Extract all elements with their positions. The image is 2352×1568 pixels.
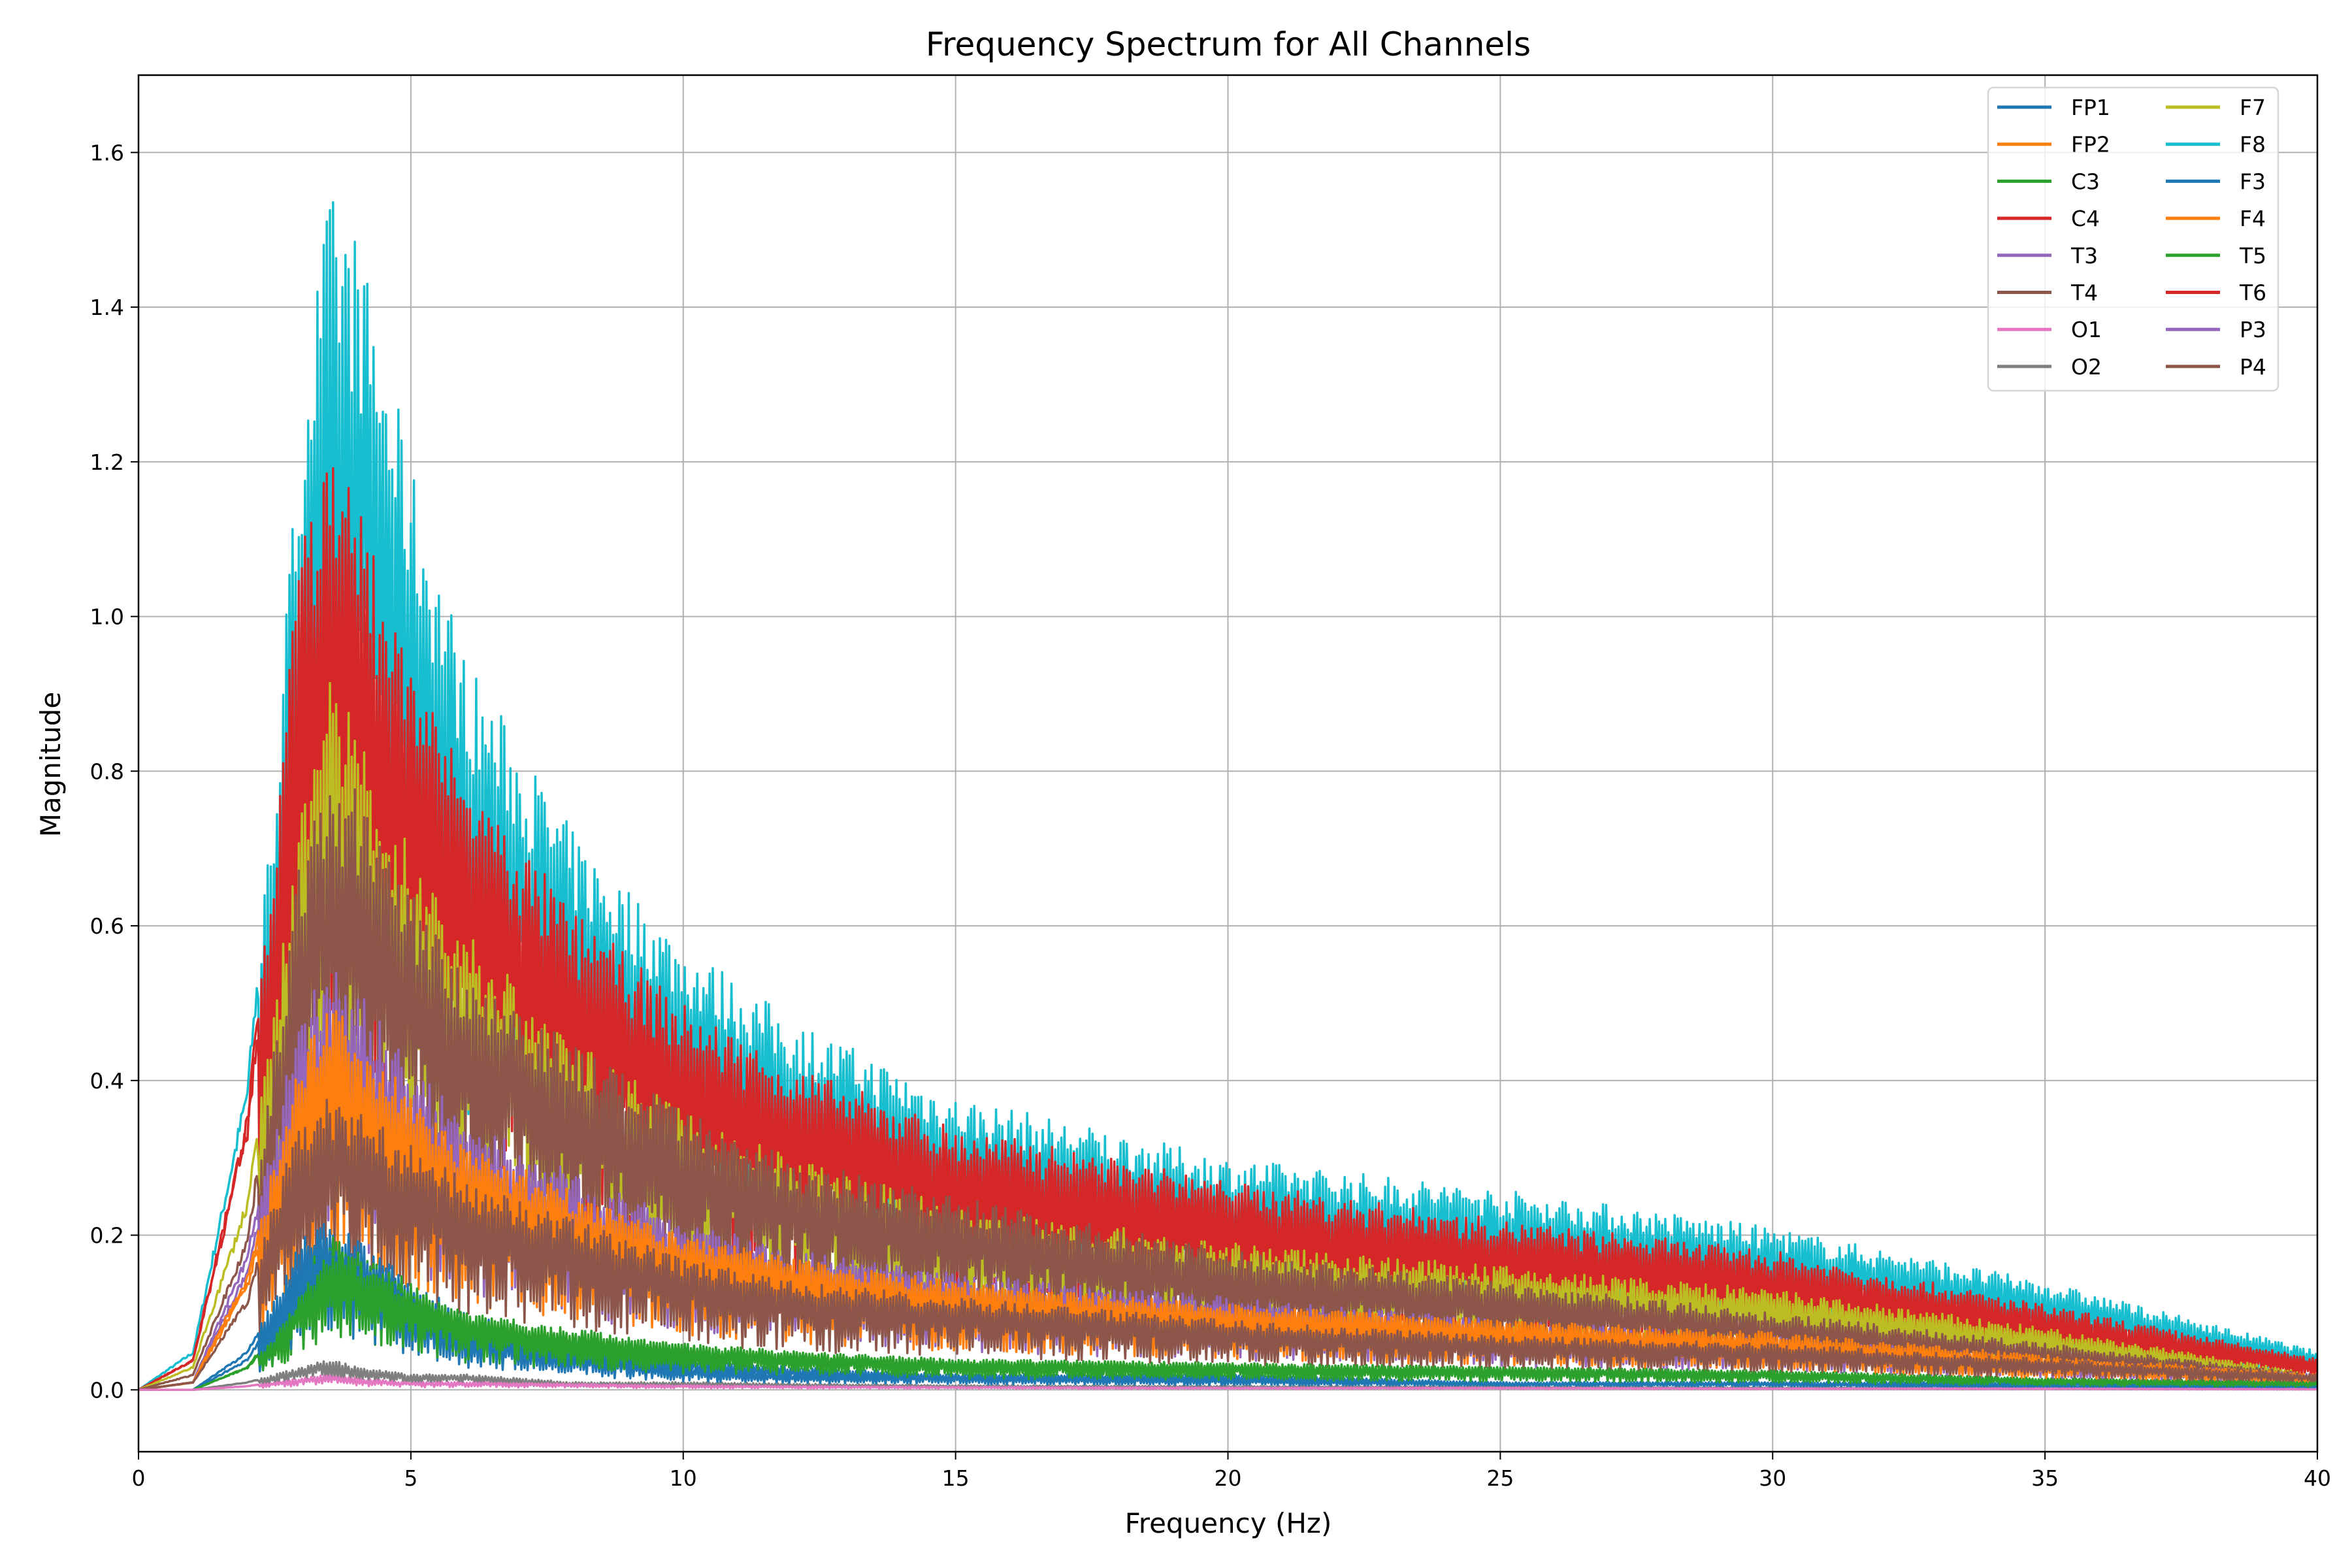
legend-label: F7 [2240,95,2266,120]
series-line-p4 [139,1098,2317,1392]
y-tick-label: 0.2 [90,1223,124,1249]
series-line-o1 [139,1374,2317,1392]
legend-item-c4: C4 [1997,206,2100,231]
legend-item-f4: F4 [2166,206,2266,231]
legend-label: P4 [2240,354,2266,380]
y-tick-label: 0.6 [90,913,124,939]
legend-item-o2: O2 [1997,354,2102,380]
x-tick-label: 40 [2304,1465,2331,1491]
x-tick-label: 25 [1486,1465,1514,1491]
y-tick-label: 1.6 [90,140,124,165]
y-tick-label: 0.0 [90,1377,124,1403]
legend-label: T6 [2239,280,2266,306]
legend-item-f3: F3 [2166,169,2266,194]
x-tick-label: 20 [1215,1465,1242,1491]
legend-label: F8 [2240,132,2266,157]
x-tick-label: 10 [670,1465,697,1491]
x-tick-label: 15 [942,1465,970,1491]
y-tick-label: 1.0 [90,604,124,630]
legend-box [1987,86,2279,392]
legend-label: P3 [2240,317,2266,342]
legend-item-f7: F7 [2166,95,2266,120]
legend-item-p4: P4 [2166,354,2266,380]
legend-label: C4 [2071,206,2100,231]
legend-label: F4 [2240,206,2266,231]
x-axis-label: Frequency (Hz) [1125,1507,1332,1539]
y-tick-label: 1.2 [90,449,124,475]
legend-item-t5: T5 [2166,243,2266,269]
legend-label: F3 [2240,169,2266,194]
y-tick-label: 0.4 [90,1068,124,1094]
legend-label: FP2 [2071,132,2110,157]
legend-label: FP1 [2071,95,2110,120]
y-axis-label: Magnitude [35,692,67,838]
y-tick-label: 1.4 [90,295,124,320]
legend-item-t6: T6 [2166,280,2266,306]
legend-item-fp2: FP2 [1997,132,2110,157]
legend-item-f8: F8 [2166,132,2266,157]
legend-label: O1 [2071,317,2102,342]
x-tick-label: 0 [132,1465,146,1491]
plot-area [139,201,2317,1392]
ticks: 0 5 10 15 20 25 30 35 40 0.0 0.2 0.4 0.6 0.8 1.0 1.2 1.4… [90,140,2331,1491]
legend-label: O2 [2071,354,2102,380]
legend-label: T5 [2239,243,2266,269]
legend-label: T3 [2070,243,2098,269]
legend-item-fp1: FP1 [1997,95,2110,120]
legend-item-c3: C3 [1997,169,2100,194]
x-tick-label: 30 [1759,1465,1786,1491]
legend: FP1 FP2 C3 C4 T3 T4 O1 O2 F7 F8 F3 F4 T5 T6 P3 P4 [1987,86,2279,392]
legend-label: C3 [2071,169,2100,194]
legend-item-o1: O1 [1997,317,2102,342]
x-tick-label: 5 [404,1465,417,1491]
legend-label: T4 [2070,280,2098,306]
series-line-t5 [139,1254,2317,1392]
legend-item-p3: P3 [2166,317,2266,342]
chart-title: Frequency Spectrum for All Channels [926,25,1531,63]
legend-item-t3: T3 [1997,243,2098,269]
y-tick-label: 0.8 [90,759,124,784]
x-tick-label: 35 [2031,1465,2059,1491]
legend-item-t4: T4 [1997,280,2098,306]
